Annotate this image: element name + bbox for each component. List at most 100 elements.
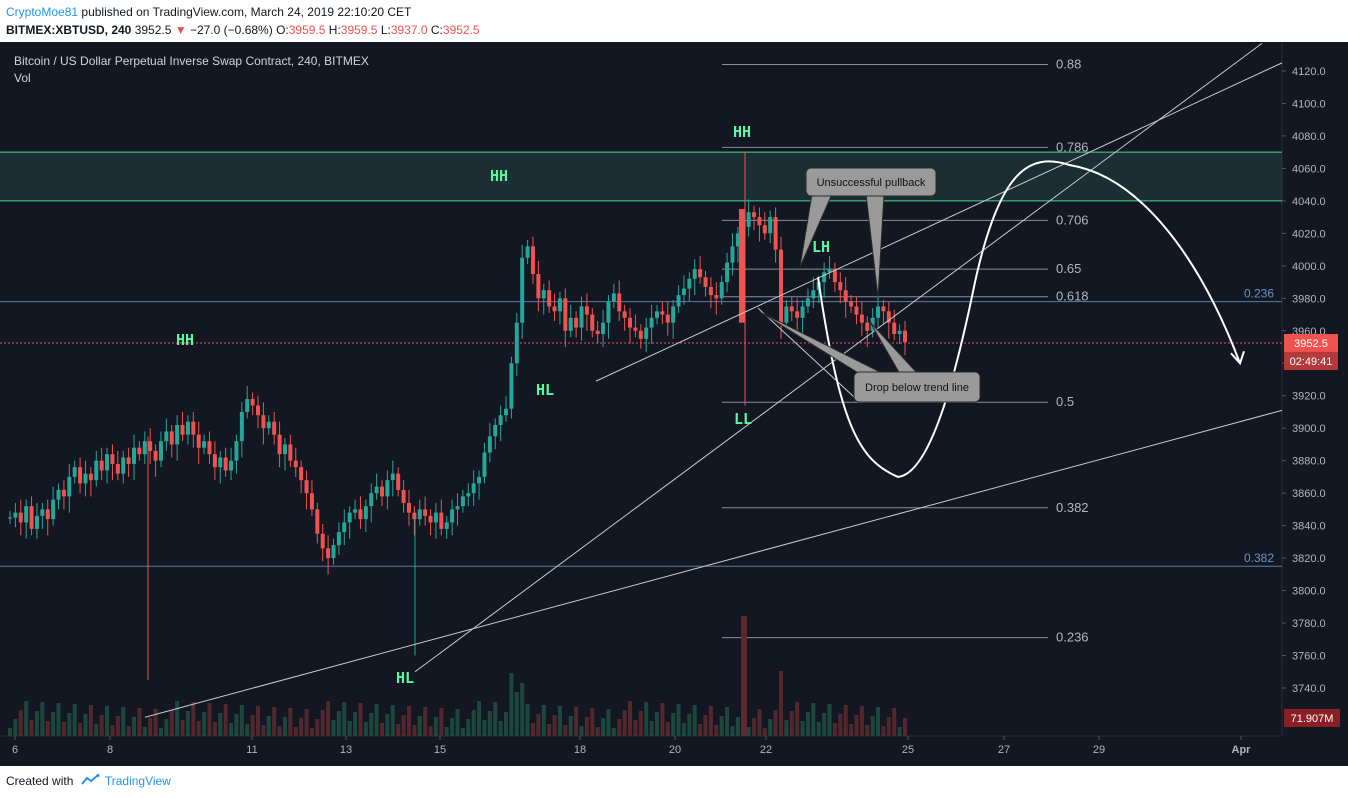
candle-body bbox=[644, 327, 649, 339]
volume-bar bbox=[272, 707, 277, 736]
candle-body bbox=[611, 293, 616, 302]
volume-bar bbox=[439, 708, 444, 736]
blue-fib-label: 0.236 bbox=[1244, 287, 1274, 301]
candle-body bbox=[417, 509, 422, 520]
candle-body bbox=[51, 499, 56, 520]
candle-body bbox=[67, 476, 72, 497]
volume-bar bbox=[229, 723, 234, 736]
price-chart[interactable]: 0.236 0.382 0.88 0.786 0.706 0.65 0.618 0.5 0.38… bbox=[0, 42, 1348, 766]
candle-body bbox=[450, 509, 455, 523]
fib-level-label: 0.236 bbox=[1056, 630, 1089, 645]
candle-body bbox=[698, 269, 703, 278]
volume-bar bbox=[504, 712, 509, 736]
chart-area[interactable]: 0.236 0.382 0.88 0.786 0.706 0.65 0.618 0.5 0.38… bbox=[0, 42, 1348, 766]
candle-body bbox=[681, 288, 686, 296]
candle-body bbox=[876, 306, 881, 318]
tradingview-logo-icon bbox=[80, 774, 100, 789]
volume-bar bbox=[433, 717, 438, 736]
volume-bar bbox=[757, 709, 762, 736]
down-arrow-icon: ▼ bbox=[174, 23, 187, 37]
price-tick-label: 3980.0 bbox=[1292, 293, 1326, 305]
volume-bar bbox=[638, 711, 643, 736]
volume-bar bbox=[509, 673, 514, 736]
candle-body bbox=[158, 441, 163, 461]
candle-body bbox=[126, 457, 131, 464]
volume-bar bbox=[417, 716, 422, 736]
candle-body bbox=[897, 330, 902, 335]
volume-bar bbox=[800, 721, 805, 736]
candle-body bbox=[142, 441, 147, 455]
low-label: L: bbox=[380, 23, 391, 37]
volume-bar bbox=[876, 707, 881, 736]
volume-bar bbox=[870, 716, 875, 736]
candle-body bbox=[336, 532, 341, 546]
candle-body bbox=[665, 314, 670, 323]
candle-body bbox=[390, 473, 395, 481]
volume-bar bbox=[342, 702, 347, 736]
candle-body bbox=[487, 436, 492, 453]
candle-body bbox=[460, 496, 465, 507]
candle-body bbox=[557, 298, 562, 312]
candle-body bbox=[746, 212, 751, 227]
candle-body bbox=[121, 457, 126, 474]
tradingview-brand-link[interactable]: TradingView bbox=[104, 774, 171, 788]
volume-bar bbox=[51, 712, 56, 736]
candle-body bbox=[795, 311, 800, 318]
volume-bar bbox=[282, 717, 287, 736]
candle-body bbox=[433, 512, 438, 523]
volume-bar bbox=[563, 725, 568, 736]
callout-drop-text: Drop below trend line bbox=[865, 382, 969, 394]
candle-body bbox=[552, 306, 557, 312]
candle-body bbox=[843, 290, 848, 302]
volume-bar bbox=[380, 723, 385, 736]
volume-bar bbox=[843, 705, 848, 736]
volume-bar bbox=[175, 701, 180, 736]
candle-body bbox=[654, 311, 659, 318]
candle-body bbox=[622, 311, 627, 318]
candle-body bbox=[757, 217, 762, 226]
candle-body bbox=[288, 444, 293, 461]
volume-bar bbox=[105, 706, 110, 736]
pattern-label: LH bbox=[812, 238, 830, 256]
volume-bar bbox=[61, 722, 66, 736]
volume-bar bbox=[832, 723, 837, 736]
candle-body bbox=[719, 282, 724, 299]
candle-body bbox=[282, 444, 287, 455]
candle-body bbox=[584, 306, 589, 315]
volume-bar bbox=[703, 715, 708, 736]
volume-bar bbox=[401, 715, 406, 736]
volume-bar bbox=[493, 702, 498, 736]
volume-bar bbox=[115, 716, 120, 736]
time-tick-label: 6 bbox=[12, 744, 18, 756]
candle-body bbox=[358, 509, 363, 520]
time-tick-label: 15 bbox=[434, 744, 446, 756]
candle-body bbox=[811, 290, 816, 299]
fib-level-label: 0.5 bbox=[1056, 394, 1074, 409]
volume-bar bbox=[191, 702, 196, 736]
candle-body bbox=[903, 330, 907, 343]
candle-body bbox=[363, 506, 368, 520]
author-link[interactable]: CryptoMoe81 bbox=[6, 5, 79, 19]
volume-bar bbox=[185, 711, 190, 736]
candle-body bbox=[498, 415, 503, 425]
candle-body bbox=[115, 463, 120, 474]
volume-bar bbox=[207, 703, 212, 736]
callout-drop bbox=[759, 311, 981, 403]
volume-bar bbox=[336, 711, 341, 736]
volume-bar bbox=[56, 703, 61, 736]
spike-candle-body bbox=[739, 209, 745, 323]
candle-body bbox=[169, 431, 174, 445]
volume-bars bbox=[8, 671, 907, 736]
volume-bar bbox=[768, 719, 773, 736]
candle-body bbox=[13, 512, 18, 518]
volume-bar bbox=[299, 718, 304, 736]
candle-body bbox=[272, 421, 277, 435]
price-tick-label: 4000.0 bbox=[1292, 261, 1326, 273]
candle-body bbox=[218, 457, 223, 468]
time-tick-label: 29 bbox=[1093, 744, 1105, 756]
candle-body bbox=[649, 317, 654, 328]
candle-body bbox=[353, 509, 358, 513]
candle-body bbox=[412, 512, 417, 520]
volume-bar bbox=[239, 705, 244, 736]
candle-body bbox=[730, 246, 735, 263]
